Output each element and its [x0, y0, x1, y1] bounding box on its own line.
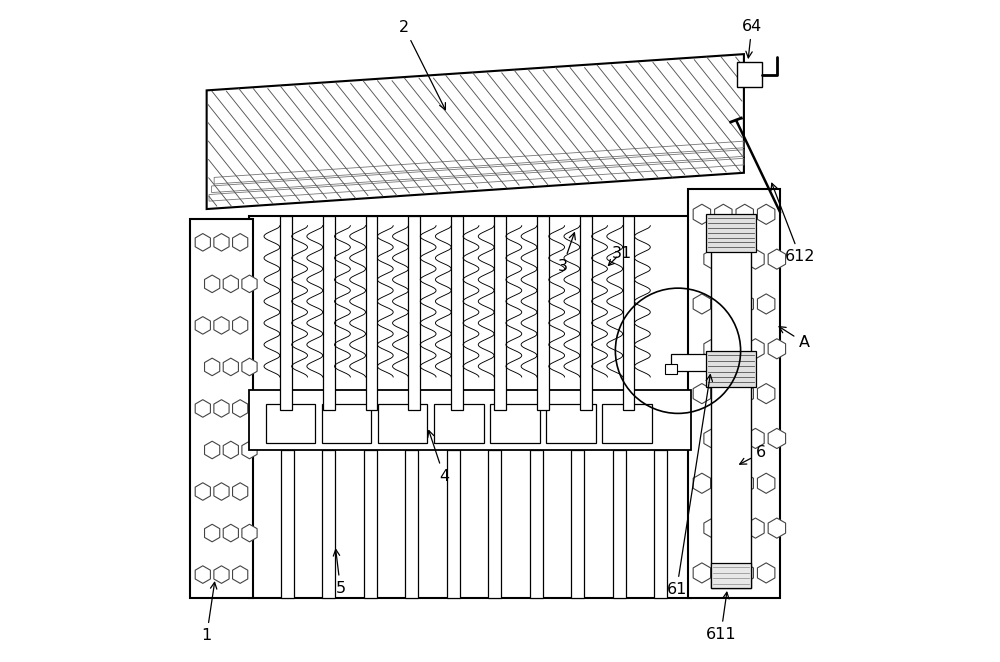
Polygon shape: [207, 54, 744, 209]
Bar: [249, 216, 691, 598]
Text: 31: 31: [612, 246, 632, 261]
Bar: [671, 354, 711, 371]
Bar: [706, 214, 756, 252]
Bar: [580, 216, 592, 410]
Text: A: A: [779, 326, 810, 350]
Text: 1: 1: [202, 583, 217, 643]
Text: 612: 612: [771, 183, 815, 264]
Bar: [249, 391, 691, 449]
Bar: [546, 404, 596, 443]
Bar: [571, 449, 584, 598]
Bar: [364, 449, 377, 598]
Text: 4: 4: [428, 430, 449, 483]
Bar: [281, 449, 294, 598]
Bar: [366, 216, 377, 410]
Bar: [190, 219, 253, 598]
Bar: [451, 216, 463, 410]
Bar: [602, 404, 652, 443]
Bar: [488, 449, 501, 598]
Bar: [323, 216, 335, 410]
Bar: [623, 216, 634, 410]
Text: 3: 3: [558, 233, 575, 274]
Bar: [737, 62, 762, 87]
Bar: [688, 189, 780, 598]
Bar: [378, 404, 427, 443]
Bar: [280, 216, 292, 410]
Bar: [654, 449, 667, 598]
Bar: [322, 449, 335, 598]
Bar: [711, 563, 751, 588]
Bar: [490, 404, 540, 443]
Bar: [405, 449, 418, 598]
Bar: [266, 404, 315, 443]
Text: 6: 6: [740, 446, 766, 464]
Bar: [408, 216, 420, 410]
Bar: [530, 449, 543, 598]
Bar: [494, 216, 506, 410]
Text: 61: 61: [666, 375, 712, 597]
Bar: [537, 216, 549, 410]
Bar: [434, 404, 484, 443]
Bar: [613, 449, 626, 598]
Text: 5: 5: [333, 549, 346, 596]
Text: 64: 64: [742, 19, 762, 58]
Text: 611: 611: [706, 592, 736, 641]
Bar: [322, 404, 371, 443]
Bar: [447, 449, 460, 598]
Bar: [711, 226, 751, 588]
Bar: [665, 364, 677, 374]
Bar: [706, 351, 756, 387]
Text: 2: 2: [399, 21, 445, 110]
